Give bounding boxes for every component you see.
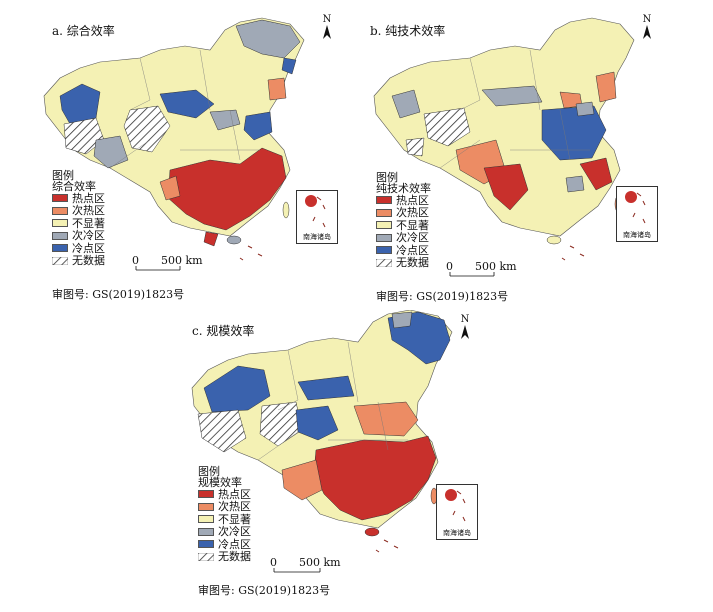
legend-item-subcold-b: 次冷区 <box>376 232 431 245</box>
approval-b: 审图号: GS(2019)1823号 <box>376 290 509 303</box>
region-a-subcold-mid <box>209 109 241 131</box>
panel-title-b: b. 纯技术效率 <box>370 24 446 38</box>
legend-item-ns-c: 不显著 <box>198 513 251 526</box>
scalebar-b: 0 500 km <box>446 260 517 273</box>
approval-c: 审图号: GS(2019)1823号 <box>198 584 331 597</box>
region-b-subhot-ne <box>595 71 617 103</box>
region-a-hot-south <box>167 147 287 231</box>
region-c-subhot-mid <box>353 401 419 437</box>
legend-item-hot-b: 热点区 <box>376 194 431 207</box>
legend-subtitle-a: 综合效率 <box>52 180 96 193</box>
region-b-hot-se <box>579 157 613 191</box>
region-b-nodata <box>423 107 471 147</box>
legend-item-subcold-c: 次冷区 <box>198 526 251 539</box>
taiwan-a <box>282 201 290 219</box>
region-a-nodata-2 <box>123 105 171 153</box>
legend-b: 图例 纯技术效率 热点区 次热区 不显著 次冷区 冷点区 无数据 <box>376 172 431 269</box>
region-a-hot-2 <box>203 231 219 247</box>
region-a-subcold-west <box>93 135 129 169</box>
north-arrow-a: N <box>322 14 332 42</box>
region-c-nodata-2 <box>259 401 303 447</box>
region-b-nodata-2 <box>405 137 425 157</box>
panel-c: c. 规模效率 N 南海诸岛 图例 规模效率 热点区 次热区 不显著 次冷区 冷… <box>178 310 534 610</box>
legend-title-b: 图例 <box>376 171 398 184</box>
hainan-a <box>226 235 242 245</box>
region-c-subcold-ne <box>391 311 413 329</box>
inset-label-a: 南海诸岛 <box>303 233 331 241</box>
legend-item-cold-c: 冷点区 <box>198 538 251 551</box>
region-b-subcold-north <box>481 85 543 107</box>
legend-item-ns-a: 不显著 <box>52 217 105 230</box>
region-c-hot-south <box>313 435 437 521</box>
map-c <box>191 310 453 573</box>
hainan-c <box>364 527 380 537</box>
region-c-subhot-sw <box>281 459 323 501</box>
north-arrow-c: N <box>460 314 470 342</box>
legend-item-subcold-a: 次冷区 <box>52 230 105 243</box>
region-a-cold-mid <box>159 89 215 119</box>
region-a-subhot-south <box>159 175 181 201</box>
inset-c: 南海诸岛 <box>436 484 478 540</box>
legend-item-nodata-a: 无数据 <box>52 255 105 268</box>
region-b-subcold-mid <box>575 101 595 117</box>
legend-item-subhot-a: 次热区 <box>52 205 105 218</box>
legend-item-nodata-b: 无数据 <box>376 257 431 270</box>
legend-subtitle-b: 纯技术效率 <box>376 182 431 195</box>
legend-item-hot-c: 热点区 <box>198 488 251 501</box>
panel-title-a: a. 综合效率 <box>52 24 115 38</box>
panel-a: a. 综合效率 N 南海诸岛 图例 综合效率 热点区 次热区 不显著 次冷区 冷… <box>0 0 356 305</box>
region-a-cold-ne <box>281 57 297 75</box>
region-c-cold-west <box>203 365 271 413</box>
region-b-subcold-se <box>565 175 585 193</box>
region-c-nodata-1 <box>197 409 247 453</box>
inset-label-c: 南海诸岛 <box>443 529 471 537</box>
approval-a: 审图号: GS(2019)1823号 <box>52 288 185 301</box>
panel-b: b. 纯技术效率 N 南海诸岛 图例 纯技术效率 热点区 次热区 不显著 次冷区… <box>356 0 713 305</box>
inset-label-b: 南海诸岛 <box>623 231 651 239</box>
legend-a: 图例 综合效率 热点区 次热区 不显著 次冷区 冷点区 无数据 <box>52 170 105 267</box>
hainan-b <box>546 235 562 245</box>
legend-item-nodata-c: 无数据 <box>198 551 251 564</box>
legend-title-a: 图例 <box>52 169 74 182</box>
legend-c: 图例 规模效率 热点区 次热区 不显著 次冷区 冷点区 无数据 <box>198 466 251 563</box>
legend-item-subhot-c: 次热区 <box>198 501 251 514</box>
map-a <box>43 17 305 271</box>
legend-title-c: 图例 <box>198 465 220 478</box>
region-b-subcold-west <box>391 89 421 119</box>
legend-subtitle-c: 规模效率 <box>198 476 242 489</box>
region-b-hot-sw <box>483 163 529 211</box>
region-a-cold-north <box>243 111 273 141</box>
region-b-cold-mid <box>541 105 607 161</box>
region-a-subhot-east <box>267 77 287 101</box>
north-label-b: N <box>642 14 652 25</box>
legend-item-ns-b: 不显著 <box>376 219 431 232</box>
north-arrow-b: N <box>642 14 652 42</box>
legend-item-cold-b: 冷点区 <box>376 244 431 257</box>
scalebar-a: 0 500 km <box>132 254 203 267</box>
region-c-cold-mid <box>295 405 339 441</box>
scalebar-c: 0 500 km <box>270 556 341 569</box>
legend-item-subhot-b: 次热区 <box>376 207 431 220</box>
north-arrow-icon-c <box>461 325 469 339</box>
inset-b: 南海诸岛 <box>616 186 658 242</box>
region-a-subcold-ne <box>235 19 301 59</box>
north-arrow-icon-a <box>323 25 331 39</box>
region-c-cold-north <box>297 375 355 401</box>
panel-title-c: c. 规模效率 <box>192 324 255 338</box>
map-b <box>373 17 635 277</box>
north-label-a: N <box>322 14 332 25</box>
north-label-c: N <box>460 314 470 325</box>
legend-item-cold-a: 冷点区 <box>52 242 105 255</box>
north-arrow-icon-b <box>643 25 651 39</box>
legend-item-hot-a: 热点区 <box>52 192 105 205</box>
inset-a: 南海诸岛 <box>296 190 338 244</box>
